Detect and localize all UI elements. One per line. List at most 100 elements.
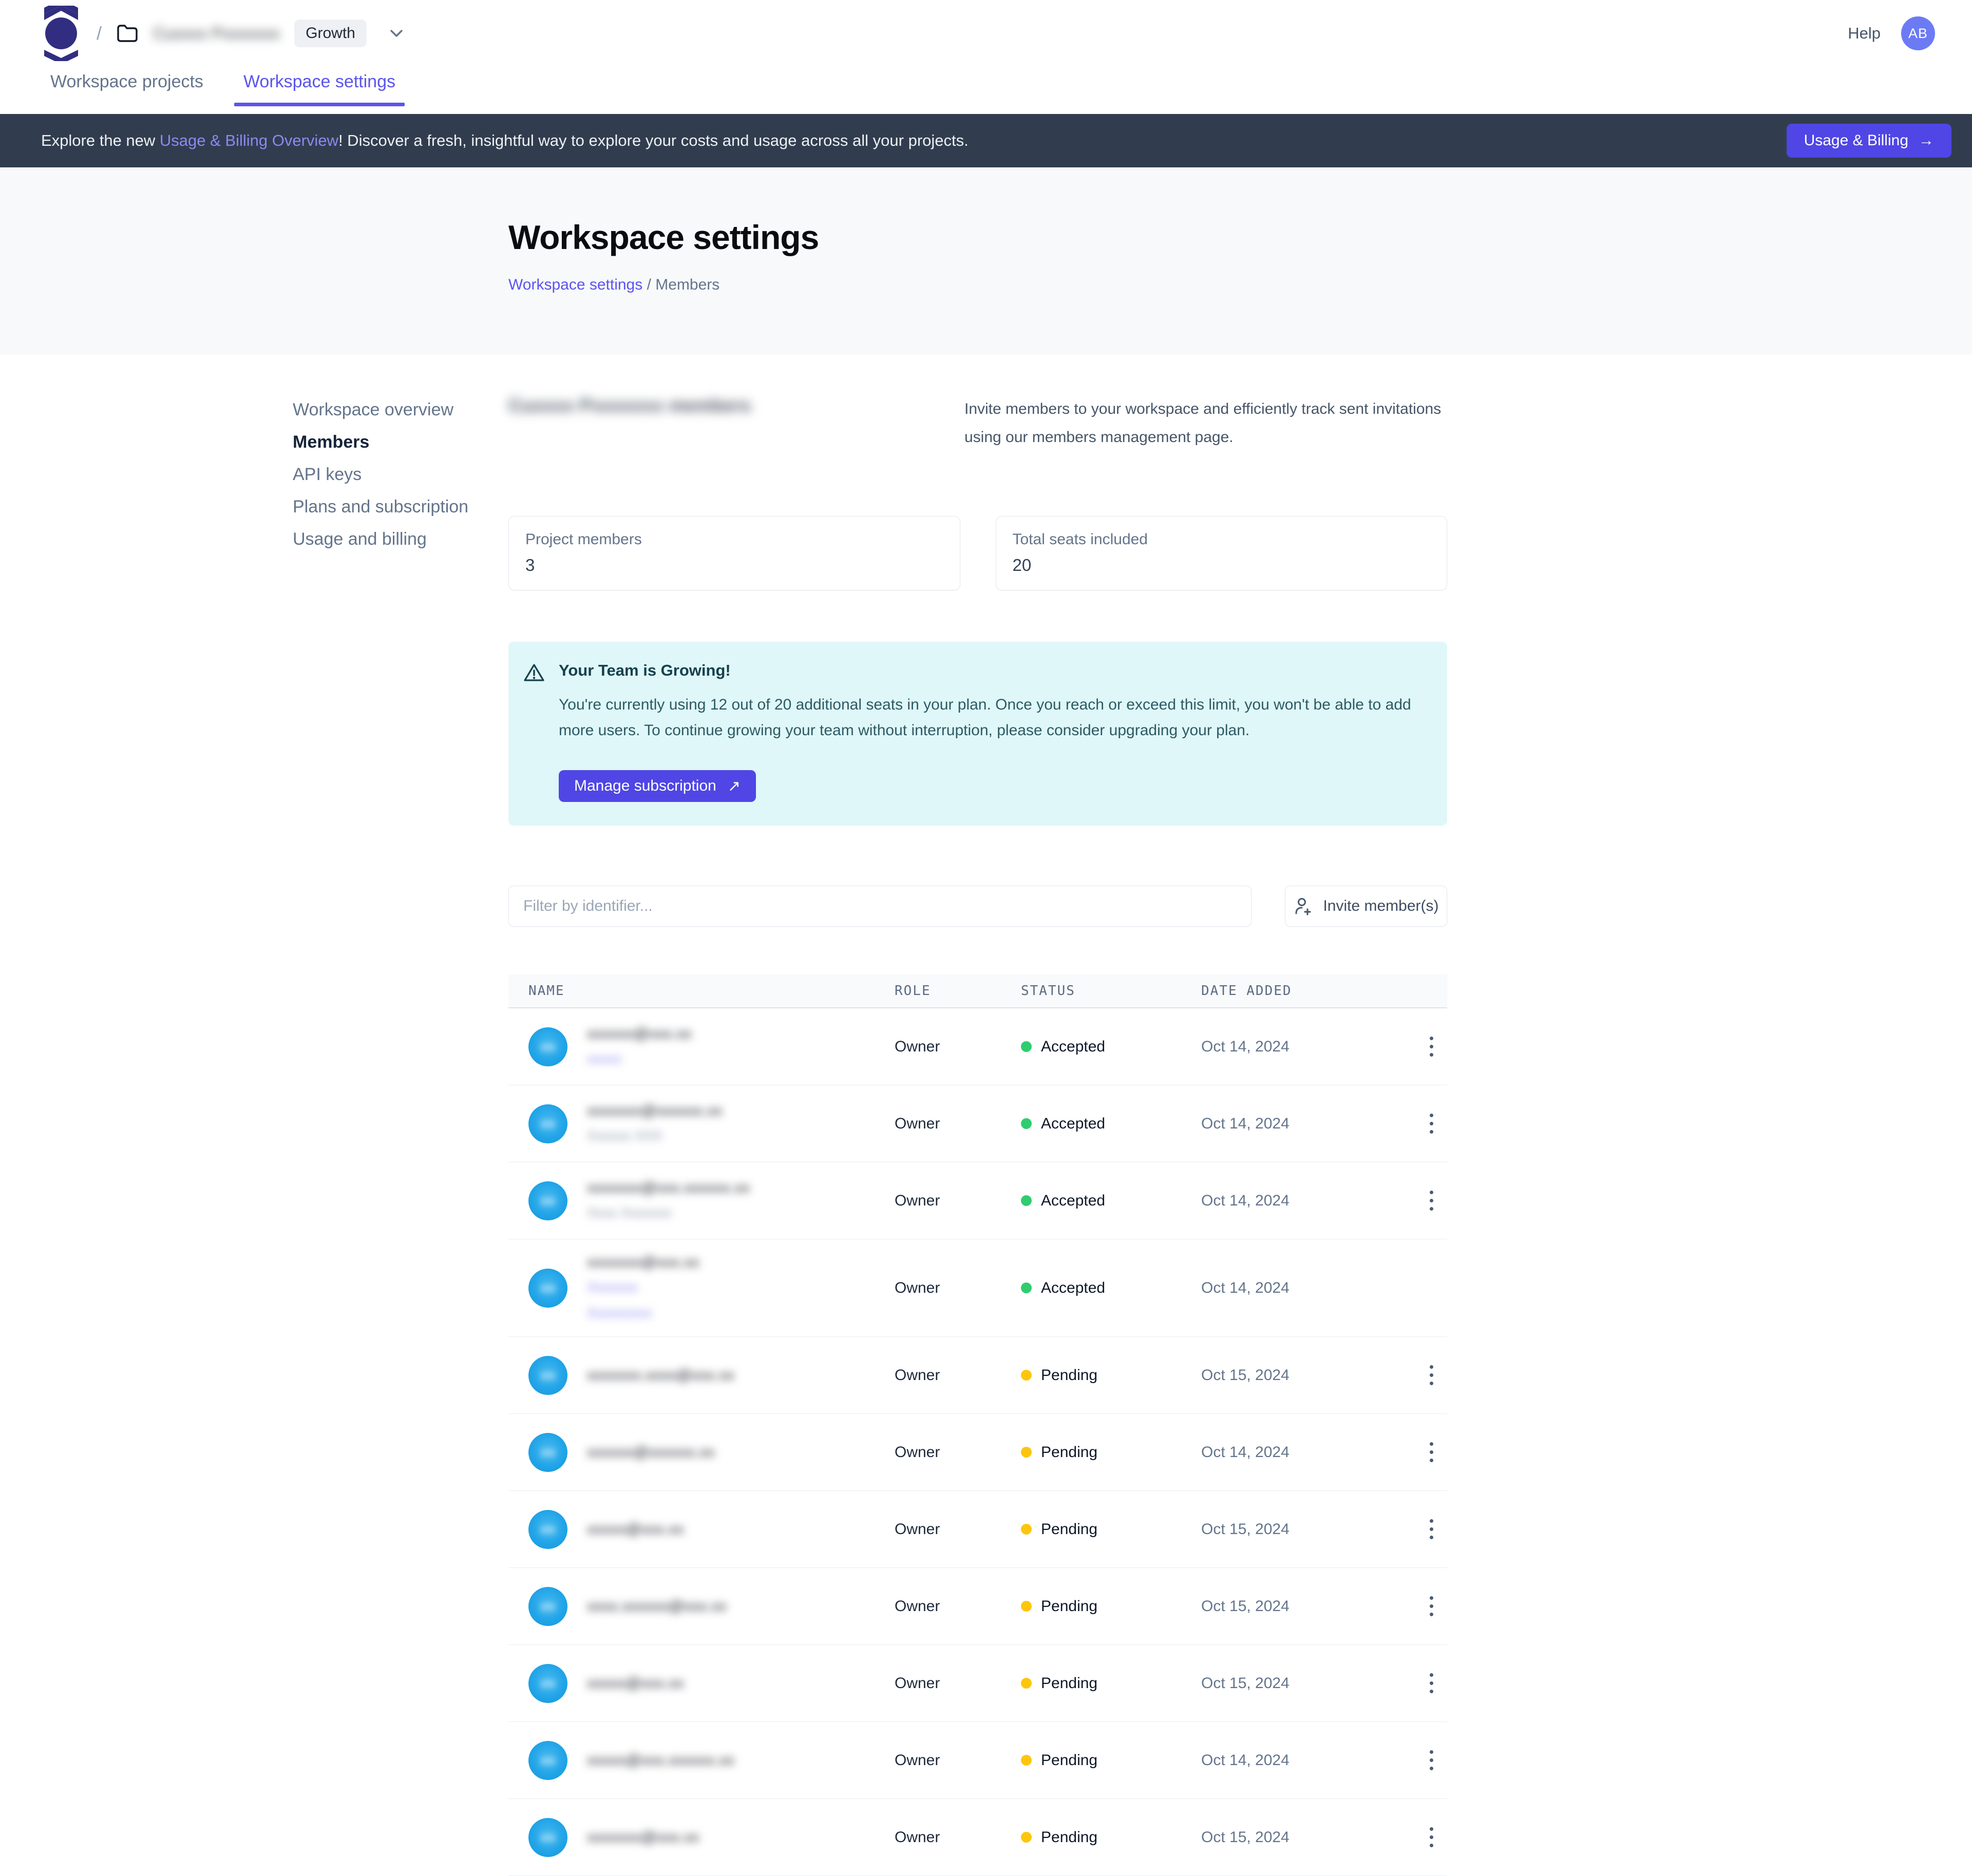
member-email-redacted[interactable]: xxxxx@xxx.xx xyxy=(587,1520,684,1538)
member-date-added: Oct 15, 2024 xyxy=(1201,1597,1290,1615)
tab-workspace-settings[interactable]: Workspace settings xyxy=(234,67,405,106)
member-role: Owner xyxy=(895,1038,940,1055)
user-avatar[interactable]: AB xyxy=(1901,16,1935,50)
banner-text-prefix: Explore the new xyxy=(41,131,160,149)
member-email-redacted[interactable]: xxxxxx@xxxxxx.xx xyxy=(587,1443,715,1461)
arrow-right-icon: → xyxy=(1919,132,1934,149)
app-logo-icon[interactable] xyxy=(40,6,82,61)
column-header-role: ROLE xyxy=(895,983,931,999)
usage-billing-button[interactable]: Usage & Billing → xyxy=(1786,124,1951,158)
members-table-header: NAME ROLE STATUS DATE ADDED xyxy=(508,974,1447,1008)
announcement-banner: Explore the new Usage & Billing Overview… xyxy=(0,114,1972,167)
row-menu-kebab-icon[interactable] xyxy=(1425,1360,1438,1390)
row-menu-kebab-icon[interactable] xyxy=(1425,1185,1438,1216)
member-date-added: Oct 14, 2024 xyxy=(1201,1443,1290,1461)
table-row: xx xxxxxxx@xxx.xx Owner Pending Oct 15, 2024 xyxy=(508,1799,1447,1876)
breadcrumb: / Cuxxxx Pxxxxxxx Growth xyxy=(40,6,404,61)
member-email-redacted[interactable]: xxxxxxx@xxx.xx xyxy=(587,1253,699,1271)
member-actions-cell xyxy=(1416,1031,1447,1062)
member-status: Pending xyxy=(1021,1752,1201,1769)
status-label: Pending xyxy=(1041,1366,1098,1384)
member-avatar-initials-redacted: xx xyxy=(540,1367,556,1383)
plan-badge[interactable]: Growth xyxy=(294,20,367,47)
warning-triangle-icon xyxy=(524,664,544,681)
member-role: Owner xyxy=(895,1366,940,1384)
member-name-cell: xx xxxxxxx@xxx.xx Xxxxxxx Xxxxxxxxx xyxy=(528,1253,895,1324)
member-avatar: xx xyxy=(528,1355,567,1395)
members-table-body: xx xxxxxx@xxx.xx xxxxx Owner Accepted Oct 14,… xyxy=(508,1008,1447,1876)
member-date-added: Oct 15, 2024 xyxy=(1201,1674,1290,1692)
member-actions-cell xyxy=(1416,1360,1447,1390)
member-subname-redacted: xxxxx xyxy=(587,1050,622,1066)
member-name-cell: xx xxxxxxx@xxx.xx xyxy=(528,1817,895,1857)
stat-card-label: Total seats included xyxy=(1012,531,1148,548)
status-dot-icon xyxy=(1021,1678,1032,1689)
row-menu-kebab-icon[interactable] xyxy=(1425,1745,1438,1775)
member-name-cell: xx xxxxxxx@xxx.xxxxxx.xx Xxxx Xxxxxxx xyxy=(528,1178,895,1223)
status-dot-icon xyxy=(1021,1755,1032,1766)
chevron-down-icon[interactable] xyxy=(389,29,404,38)
sidebar-item-usage-and-billing[interactable]: Usage and billing xyxy=(293,529,427,549)
team-growing-alert: Your Team is Growing! You're currently u… xyxy=(508,642,1447,826)
member-status: Pending xyxy=(1021,1829,1201,1846)
sidebar-item-plans-and-subscription[interactable]: Plans and subscription xyxy=(293,497,469,516)
members-table: NAME ROLE STATUS DATE ADDED xx xxxxxx@xxx.xx… xyxy=(508,974,1447,1876)
breadcrumb-workspace-settings-link[interactable]: Workspace settings xyxy=(508,276,643,293)
alert-title: Your Team is Growing! xyxy=(559,661,731,679)
row-menu-kebab-icon[interactable] xyxy=(1425,1822,1438,1852)
member-date-added: Oct 14, 2024 xyxy=(1201,1279,1290,1296)
member-identity: xxxxx@xxx.xx xyxy=(587,1674,684,1693)
member-status: Pending xyxy=(1021,1675,1201,1692)
member-role: Owner xyxy=(895,1597,940,1615)
member-avatar-initials-redacted: xx xyxy=(540,1280,556,1295)
table-row: xx xxxxx@xxx.xxxxxx.xx Owner Pending Oct 14,… xyxy=(508,1722,1447,1799)
status-dot-icon xyxy=(1021,1601,1032,1612)
workspace-name-redacted[interactable]: Cuxxxx Pxxxxxxx xyxy=(153,24,280,43)
member-actions-cell xyxy=(1416,1668,1447,1698)
row-menu-kebab-icon[interactable] xyxy=(1425,1591,1438,1621)
row-menu-kebab-icon[interactable] xyxy=(1425,1514,1438,1544)
filter-input[interactable] xyxy=(508,886,1252,927)
member-email-redacted[interactable]: xxxxxx@xxx.xx xyxy=(587,1025,692,1042)
member-email-redacted[interactable]: xxxxxxx@xxxxxx.xx xyxy=(587,1102,723,1119)
row-menu-kebab-icon[interactable] xyxy=(1425,1108,1438,1139)
folder-icon xyxy=(117,25,138,42)
member-identity: xxxx.xxxxxx@xxx.xx xyxy=(587,1597,727,1616)
invite-members-button[interactable]: Invite member(s) xyxy=(1285,886,1447,927)
member-name-cell: xx xxxxxx@xxxxxx.xx xyxy=(528,1432,895,1472)
sidebar-item-members[interactable]: Members xyxy=(293,432,370,452)
member-date-added: Oct 14, 2024 xyxy=(1201,1192,1290,1209)
member-email-redacted[interactable]: xxxx.xxxxxx@xxx.xx xyxy=(587,1597,727,1615)
manage-subscription-button[interactable]: Manage subscription ↗ xyxy=(559,770,756,802)
row-menu-kebab-icon[interactable] xyxy=(1425,1668,1438,1698)
help-link[interactable]: Help xyxy=(1848,24,1881,42)
status-label: Accepted xyxy=(1041,1192,1106,1209)
sidebar-item-api-keys[interactable]: API keys xyxy=(293,465,362,484)
member-email-redacted[interactable]: xxxxxxx.xxxx@xxx.xx xyxy=(587,1366,735,1384)
member-email-redacted[interactable]: xxxxxxx@xxx.xxxxxx.xx xyxy=(587,1179,750,1196)
member-date-added: Oct 14, 2024 xyxy=(1201,1115,1290,1132)
member-identity: xxxxx@xxx.xx xyxy=(587,1520,684,1539)
row-menu-kebab-icon[interactable] xyxy=(1425,1437,1438,1467)
member-status: Pending xyxy=(1021,1367,1201,1384)
status-dot-icon xyxy=(1021,1195,1032,1206)
banner-usage-billing-link[interactable]: Usage & Billing Overview xyxy=(159,131,338,149)
member-date-added: Oct 14, 2024 xyxy=(1201,1038,1290,1055)
table-row: xx xxxxxxx@xxx.xxxxxx.xx Xxxx Xxxxxxx Owner… xyxy=(508,1162,1447,1239)
member-date-added: Oct 15, 2024 xyxy=(1201,1828,1290,1846)
tab-workspace-projects[interactable]: Workspace projects xyxy=(50,72,203,91)
sidebar-item-workspace-overview[interactable]: Workspace overview xyxy=(293,400,454,419)
member-name-cell: xx xxxx.xxxxxx@xxx.xx xyxy=(528,1586,895,1626)
member-subname-redacted: Xxxx Xxxxxxx xyxy=(587,1204,672,1220)
stat-card-total-seats-included: Total seats included 20 xyxy=(995,516,1447,590)
row-menu-kebab-icon[interactable] xyxy=(1425,1031,1438,1062)
member-identity: xxxxxx@xxxxxx.xx xyxy=(587,1443,715,1462)
member-status: Accepted xyxy=(1021,1115,1201,1133)
member-email-redacted[interactable]: xxxxxxx@xxx.xx xyxy=(587,1828,699,1846)
member-role: Owner xyxy=(895,1192,940,1209)
member-date-added: Oct 15, 2024 xyxy=(1201,1520,1290,1538)
member-name-cell: xx xxxxxxx.xxxx@xxx.xx xyxy=(528,1355,895,1395)
member-email-redacted[interactable]: xxxxx@xxx.xxxxxx.xx xyxy=(587,1751,735,1769)
member-email-redacted[interactable]: xxxxx@xxx.xx xyxy=(587,1674,684,1692)
member-avatar: xx xyxy=(528,1509,567,1549)
